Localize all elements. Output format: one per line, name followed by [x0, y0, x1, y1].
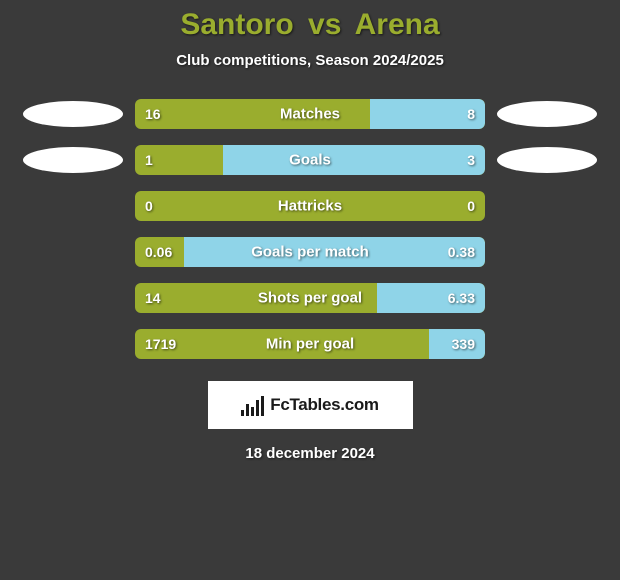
stat-bar: 1719Min per goal339: [135, 329, 485, 359]
player-a-avatar: [23, 147, 123, 173]
stat-row: 1719Min per goal339: [0, 329, 620, 359]
card-subtitle: Club competitions, Season 2024/2025: [0, 52, 620, 69]
card-title: Santoro vs Arena: [0, 8, 620, 42]
stat-left-value: 16: [145, 106, 161, 122]
vs-text: vs: [308, 8, 341, 41]
stat-label: Min per goal: [135, 336, 485, 353]
stat-left-value: 1719: [145, 336, 176, 352]
stat-right-value: 8: [467, 106, 475, 122]
stat-bar: 14Shots per goal6.33: [135, 283, 485, 313]
logo-bars-icon: [241, 394, 264, 416]
stat-row: 0Hattricks0: [0, 191, 620, 221]
stat-row: 14Shots per goal6.33: [0, 283, 620, 313]
stat-bar: 16Matches8: [135, 99, 485, 129]
stat-right-value: 6.33: [448, 290, 475, 306]
stat-bar: 0.06Goals per match0.38: [135, 237, 485, 267]
player-a-avatar: [23, 101, 123, 127]
player-b-avatar: [497, 101, 597, 127]
stat-label: Hattricks: [135, 198, 485, 215]
fctables-logo[interactable]: FcTables.com: [208, 381, 413, 429]
player-b-name: Arena: [355, 8, 440, 41]
logo-text: FcTables.com: [270, 395, 379, 415]
stats-comparison-card: Santoro vs Arena Club competitions, Seas…: [0, 0, 620, 580]
stat-left-value: 14: [145, 290, 161, 306]
stat-left-value: 0: [145, 198, 153, 214]
stat-left-value: 0.06: [145, 244, 172, 260]
player-a-name: Santoro: [180, 8, 293, 41]
stat-label: Goals: [135, 152, 485, 169]
stat-right-value: 0.38: [448, 244, 475, 260]
stat-bar: 1Goals3: [135, 145, 485, 175]
stat-left-value: 1: [145, 152, 153, 168]
stat-row: 0.06Goals per match0.38: [0, 237, 620, 267]
stat-right-value: 0: [467, 198, 475, 214]
stat-row: 16Matches8: [0, 99, 620, 129]
stat-right-value: 339: [452, 336, 475, 352]
stat-bar: 0Hattricks0: [135, 191, 485, 221]
comparison-rows: 16Matches8 1Goals3 0Hattricks0 0.06Goals pe…: [0, 99, 620, 359]
stat-right-value: 3: [467, 152, 475, 168]
stat-label: Goals per match: [135, 244, 485, 261]
date-stamp: 18 december 2024: [0, 445, 620, 462]
player-b-avatar: [497, 147, 597, 173]
stat-label: Matches: [135, 106, 485, 123]
stat-label: Shots per goal: [135, 290, 485, 307]
stat-row: 1Goals3: [0, 145, 620, 175]
